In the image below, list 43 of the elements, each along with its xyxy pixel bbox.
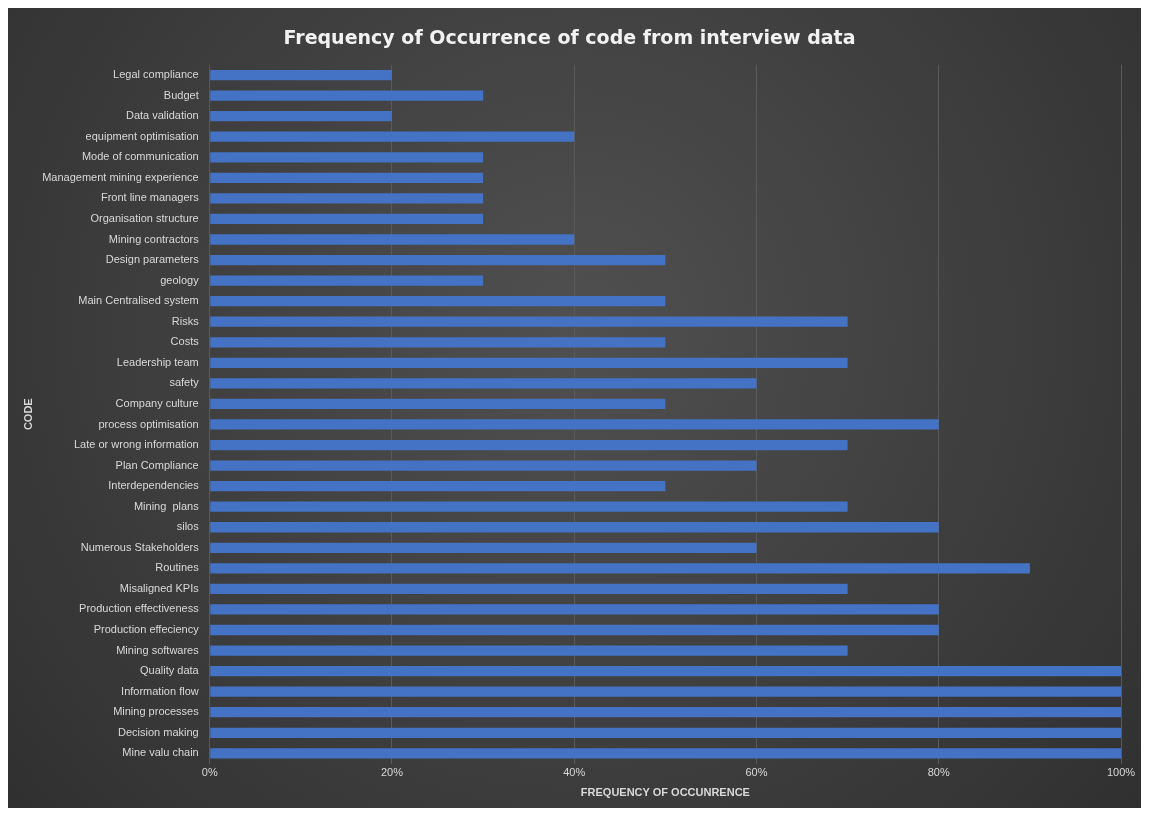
y-tick-label: Mining processes	[113, 705, 200, 718]
y-tick-label: Management mining experience	[42, 170, 199, 183]
y-tick-label: process optimisation	[98, 417, 199, 430]
y-tick-label: safety	[169, 376, 200, 389]
y-tick-label: Mine valu chain	[122, 746, 199, 759]
y-tick-label: Information flow	[121, 684, 199, 697]
y-tick-label: Company culture	[115, 396, 199, 409]
x-tick-label: 100%	[1106, 766, 1136, 779]
y-tick-label: geology	[160, 273, 200, 286]
y-tick-label: Plan Compliance	[115, 458, 199, 471]
y-tick-label: Decision making	[118, 725, 199, 738]
x-tick-label: 0%	[201, 766, 218, 779]
y-tick-label: Main Centralised system	[78, 294, 199, 307]
y-tick-label: Routines	[155, 561, 200, 574]
y-axis-title: CODE	[21, 398, 34, 431]
y-tick-label: Misaligned KPIs	[119, 581, 200, 594]
y-tick-label: Legal compliance	[113, 68, 199, 81]
chart-title: Frequency of Occurrence of code from interview data	[283, 26, 856, 49]
y-tick-label: Mining contractors	[108, 232, 200, 245]
y-tick-label: Late or wrong information	[74, 438, 199, 451]
y-tick-label: Numerous Stakeholders	[80, 540, 200, 553]
y-tick-label: Front line managers	[100, 191, 200, 204]
y-tick-label: Production effeciency	[93, 623, 200, 636]
y-tick-label: Organisation structure	[90, 211, 199, 224]
y-tick-label: Risks	[171, 314, 200, 327]
y-tick-label: equipment optimisation	[85, 129, 199, 142]
y-tick-label: Mining softwares	[116, 643, 200, 656]
y-tick-label: Interdependencies	[108, 479, 200, 492]
y-tick-label: Mode of communication	[81, 150, 199, 163]
y-tick-label: Mining plans	[133, 499, 200, 512]
y-tick-label: Costs	[170, 335, 200, 348]
y-tick-label: Design parameters	[105, 253, 200, 266]
x-axis-title: FREQUENCY OF OCCUNRENCE	[580, 786, 750, 799]
y-tick-label: Data validation	[125, 109, 199, 122]
y-tick-label: Budget	[163, 88, 199, 101]
x-tick-label: 80%	[927, 766, 950, 779]
y-tick-label: Quality data	[140, 664, 200, 677]
x-tick-label: 40%	[563, 766, 586, 779]
y-tick-label: Production effectiveness	[79, 602, 200, 615]
x-tick-label: 60%	[745, 766, 768, 779]
y-tick-label: Leadership team	[116, 355, 199, 368]
x-tick-label: 20%	[380, 766, 404, 779]
y-tick-label: silos	[176, 520, 200, 533]
